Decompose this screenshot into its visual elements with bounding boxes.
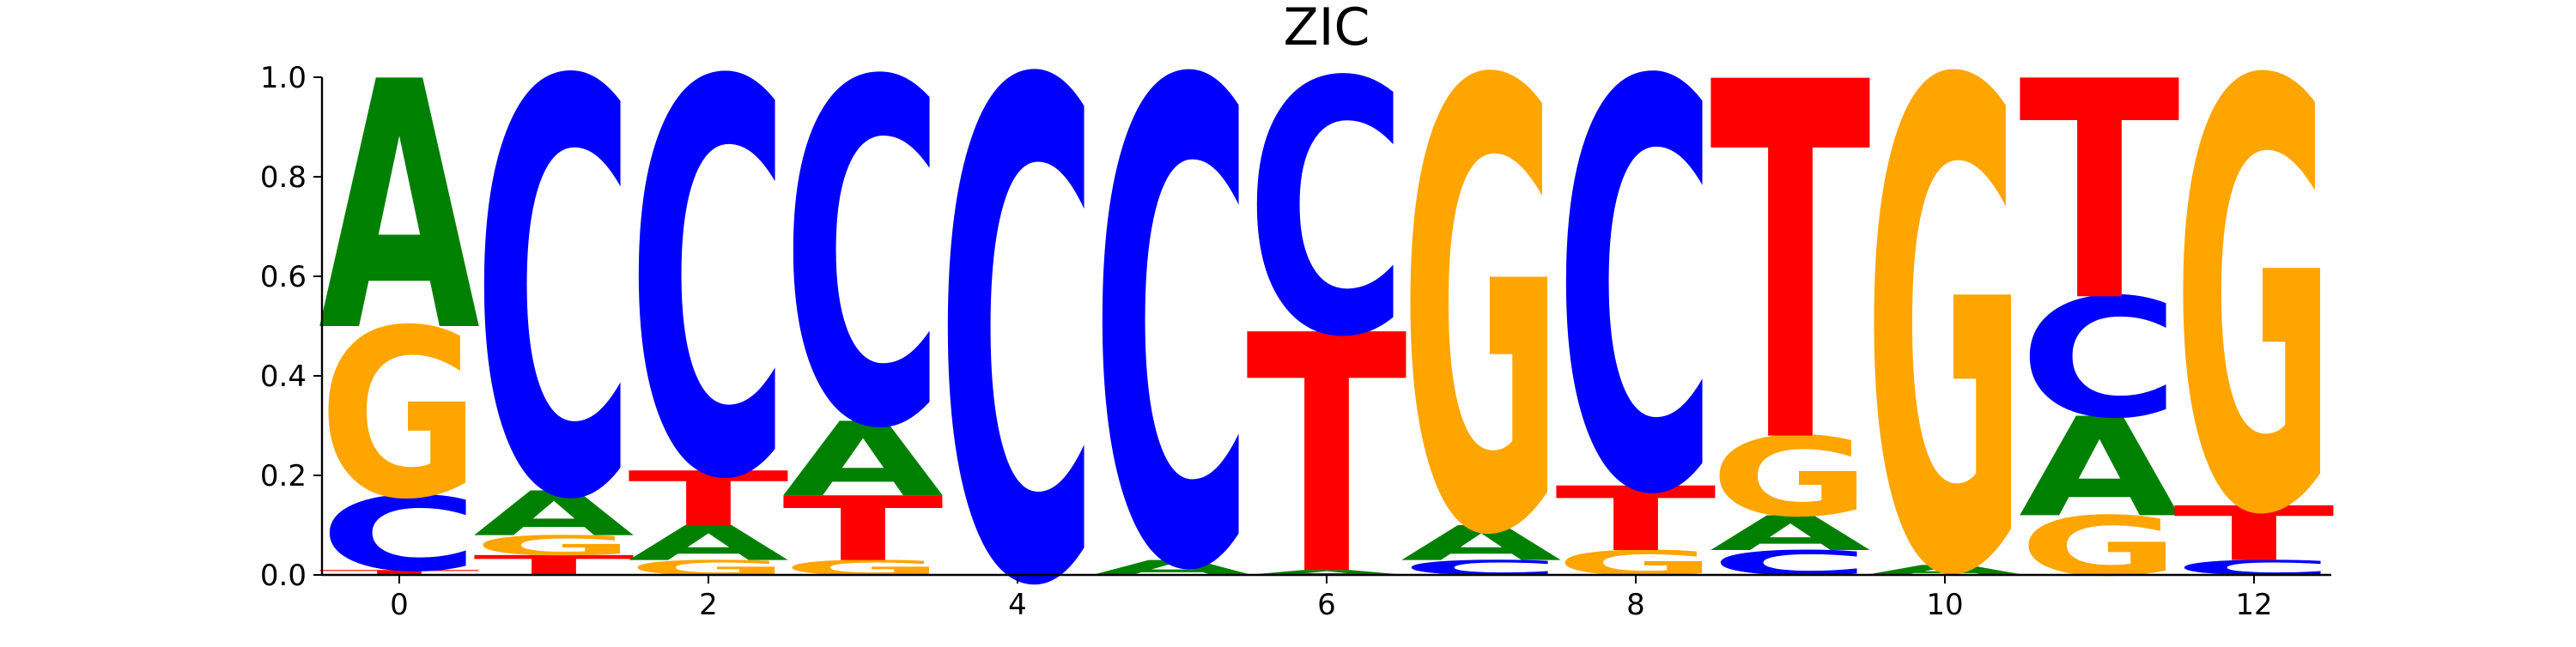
x-tick-label: 6: [1317, 588, 1336, 622]
logo-letter-a-pos-3: A: [782, 401, 944, 519]
logo-letter-a-pos-0: A: [319, 9, 482, 407]
x-tick-label: 8: [1626, 588, 1645, 622]
logo-letter-c-pos-8: C: [1555, 0, 1716, 618]
logo-letter-c-pos-2: C: [628, 0, 789, 598]
x-tick-label: 4: [1008, 588, 1027, 622]
logo-letter-c-pos-11: C: [2019, 265, 2180, 455]
logo-letter-c-pos-9: C: [1710, 543, 1871, 583]
x-tick-label: 2: [699, 588, 718, 622]
logo-letter-t-pos-3: T: [782, 478, 944, 581]
y-tick-label: 1.0: [260, 61, 307, 95]
logo-letter-g-pos-7: G: [1400, 0, 1562, 644]
logo-letter-a-pos-11: A: [2019, 390, 2180, 547]
x-tick-label: 10: [1926, 588, 1963, 622]
logo-letter-c-pos-6: C: [1246, 8, 1407, 413]
logo-letter-t-pos-1: T: [473, 550, 635, 582]
logo-letter-g-pos-1: G: [473, 529, 635, 561]
logo-letter-g-pos-12: G: [2173, 0, 2335, 644]
logo-letter-c-pos-4: C: [937, 0, 1098, 644]
y-tick-label: 0.6: [260, 260, 307, 294]
logo-letter-a-pos-7: A: [1400, 516, 1562, 571]
y-tick-label: 0.8: [260, 160, 307, 195]
logo-letter-a-pos-1: A: [473, 479, 635, 550]
axes-layer: 0.0 0.2 0.4 0.6 0.8 1.0 0 2 4 6 8 10 12: [260, 61, 2331, 622]
logo-letter-a-pos-6: A: [1246, 569, 1407, 577]
logo-letter-t-pos-0: T: [319, 569, 480, 577]
logo-letter-g-pos-11: G: [2019, 499, 2180, 595]
logo-letter-c-pos-5: C: [1091, 0, 1253, 644]
logo-letter-t-pos-6: T: [1246, 267, 1408, 644]
logo-letter-t-pos-2: T: [628, 456, 789, 543]
y-tick-label: 0.4: [260, 360, 307, 394]
y-tick-label: 0.0: [260, 559, 307, 593]
logo-letter-g-pos-9: G: [1710, 414, 1871, 541]
logo-letter-a-pos-2: A: [628, 516, 789, 571]
logo-letter-c-pos-3: C: [782, 0, 944, 532]
logo-letter-a-pos-9: A: [1710, 506, 1871, 562]
chart-title: ZIC: [1284, 0, 1370, 57]
logo-letter-t-pos-12: T: [2173, 491, 2335, 578]
logo-letter-t-pos-11: T: [2019, 19, 2181, 368]
x-tick-label: 12: [2235, 588, 2272, 622]
y-tick-label: 0.2: [260, 459, 307, 493]
logo-letter-g-pos-0: G: [319, 281, 480, 551]
logo-letter-c-pos-1: C: [473, 0, 635, 624]
logo-letter-t-pos-8: T: [1555, 469, 1716, 571]
x-tick-label: 0: [390, 588, 409, 622]
logo-letter-g-pos-10: G: [1864, 0, 2026, 644]
letters-layer: TCGATGACGATCGTACCACATCCAGGTCCAGTAGGACTCT…: [319, 0, 2335, 647]
logo-letter-t-pos-9: T: [1710, 0, 1872, 552]
